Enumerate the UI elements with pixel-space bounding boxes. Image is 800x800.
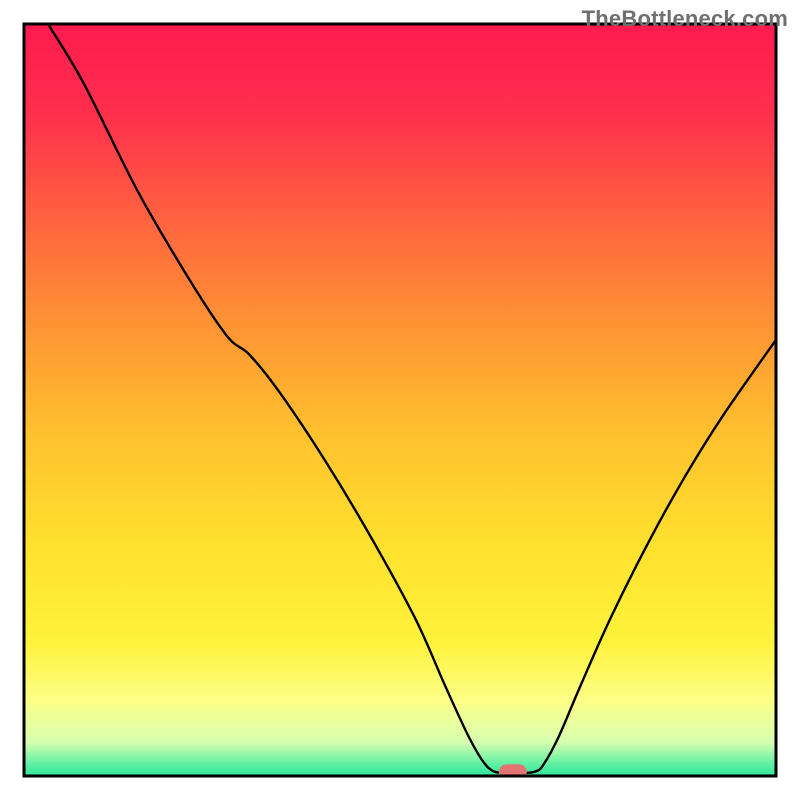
watermark-label: TheBottleneck.com xyxy=(582,6,788,32)
plot-background xyxy=(24,24,776,776)
optimum-marker xyxy=(499,764,527,780)
chart-stage: TheBottleneck.com xyxy=(0,0,800,800)
chart-svg xyxy=(0,0,800,800)
